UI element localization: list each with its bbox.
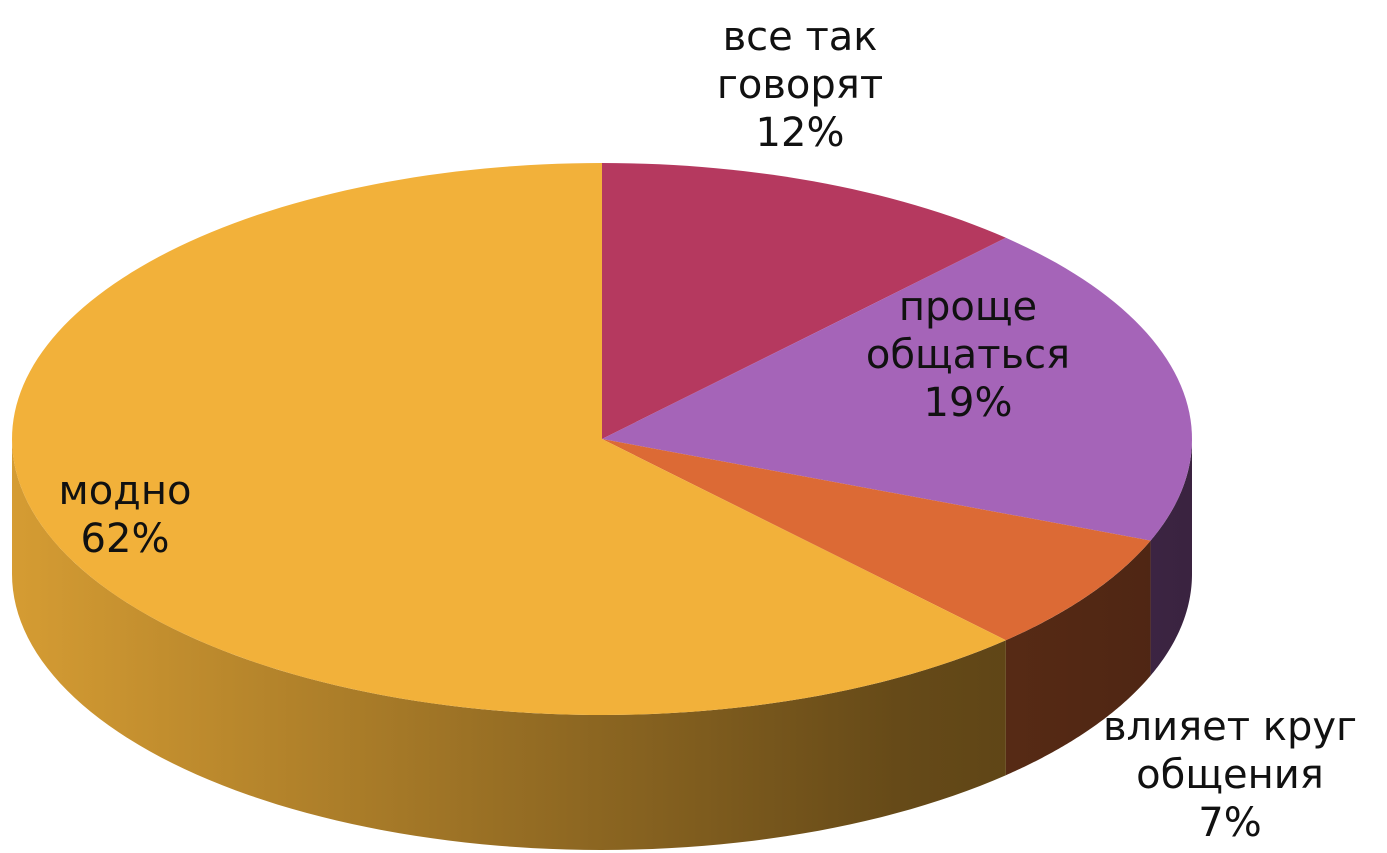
slice-side (12, 439, 1006, 850)
data-label: модно 62% (45, 467, 205, 563)
slice-name: модно (58, 468, 192, 514)
slice (12, 163, 1006, 715)
slice (602, 163, 1006, 439)
slice-value: 12% (755, 110, 845, 156)
data-label: проще общаться 19% (853, 283, 1083, 427)
pie-sides (12, 439, 1192, 850)
slice-value: 7% (1198, 800, 1262, 846)
slice-side (1005, 540, 1151, 776)
slice-top (602, 163, 1006, 439)
slice (602, 439, 1151, 641)
slice-top (602, 439, 1151, 641)
slice-side-group (12, 439, 1006, 850)
slice-side-group (1150, 439, 1192, 676)
slice-top (12, 163, 1006, 715)
slice (602, 237, 1192, 541)
slice-value: 19% (923, 380, 1013, 426)
slice-value: 62% (80, 516, 170, 562)
slice-name: все так говорят (716, 14, 884, 108)
data-label: влияет круг общения 7% (1090, 703, 1370, 847)
slice-name: влияет круг общения (1102, 704, 1358, 798)
slice-side (1150, 439, 1192, 676)
data-label: все так говорят 12% (685, 13, 915, 157)
slice-side-group (1005, 540, 1151, 776)
slice-top (602, 237, 1192, 541)
slice-name: проще общаться (865, 284, 1071, 378)
pie-tops (12, 163, 1192, 715)
